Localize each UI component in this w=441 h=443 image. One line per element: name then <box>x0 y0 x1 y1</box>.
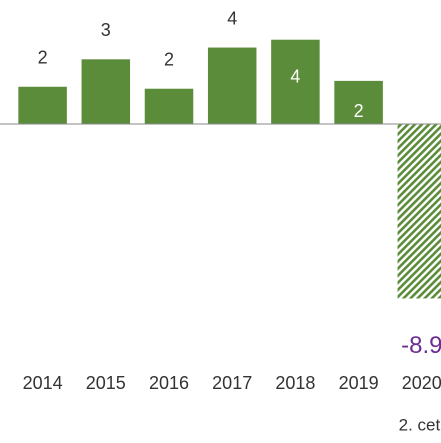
value-label: 2 <box>38 48 48 68</box>
x-tick-label: 2015 <box>86 373 126 393</box>
value-label: 2 <box>354 101 364 121</box>
bar <box>397 124 441 299</box>
value-label: 3 <box>101 20 111 40</box>
bar <box>334 80 383 124</box>
annotation: 2. cet. <box>399 415 441 434</box>
bar <box>18 86 67 124</box>
x-tick-label: 2017 <box>212 373 252 393</box>
value-label: -8.9 <box>401 332 441 359</box>
x-tick-label: 2020 <box>402 373 441 393</box>
bar <box>81 59 131 124</box>
bar <box>207 47 257 125</box>
bar <box>144 88 194 124</box>
x-tick-label: 2018 <box>275 373 315 393</box>
x-tick-label: 2014 <box>23 373 63 393</box>
value-label: 2 <box>164 49 174 69</box>
x-tick-label: 2019 <box>339 373 379 393</box>
bar <box>271 39 320 124</box>
x-tick-label: 2016 <box>149 373 189 393</box>
value-label: 4 <box>290 66 300 86</box>
value-label: 4 <box>227 8 237 28</box>
